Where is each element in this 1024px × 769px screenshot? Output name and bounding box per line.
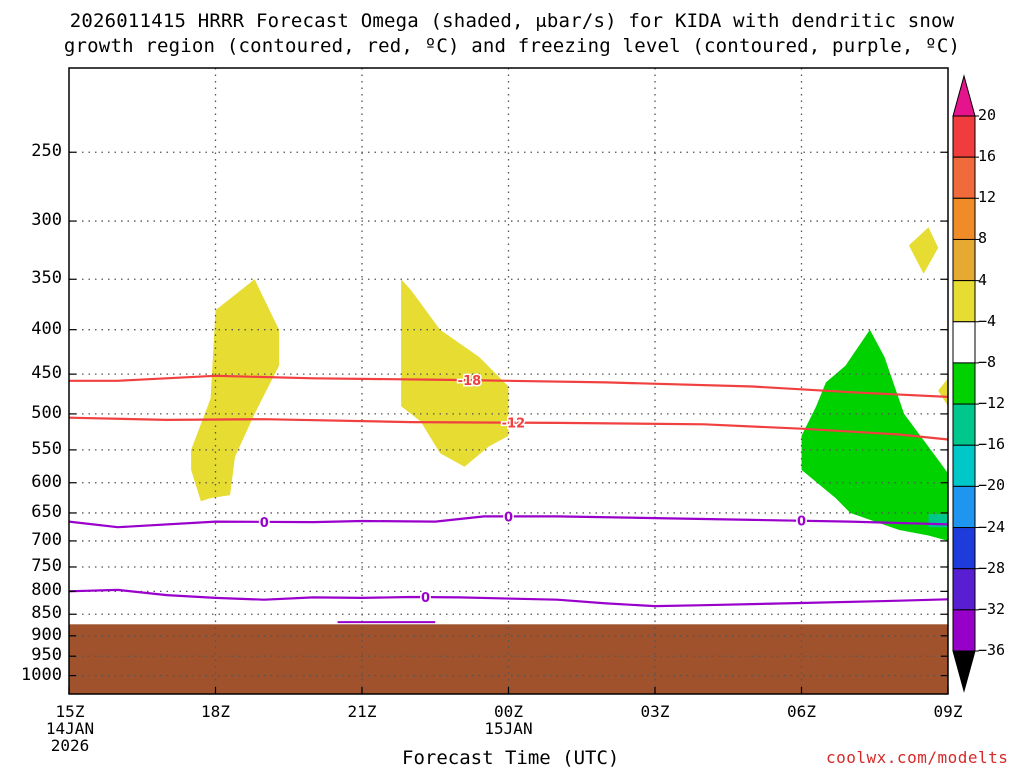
- y-tick-label-400: 400: [31, 318, 62, 339]
- colorbar-segment-8-to-4: [952, 238, 976, 282]
- y-tick-label-750: 750: [31, 555, 62, 576]
- y-tick-label-800: 800: [31, 580, 62, 601]
- dgz-contour-label--12: -12: [502, 417, 526, 432]
- y-tick-label-250: 250: [31, 141, 62, 162]
- colorbar-segment--24-to--28: [952, 527, 976, 570]
- colorbar-label--28: −28: [978, 558, 1006, 577]
- colorbar-label--32: −32: [978, 599, 1006, 618]
- colorbar-label-8: 8: [978, 229, 988, 248]
- colorbar-label--16: −16: [978, 435, 1006, 454]
- colorbar-top-arrow: [952, 74, 976, 117]
- colorbar-segment-20-to-16: [952, 115, 976, 158]
- x-axis-title: Forecast Time (UTC): [402, 747, 620, 769]
- dgz-contour--12: [68, 416, 949, 441]
- freezing-level-label-2-1: 0: [421, 591, 430, 606]
- colorbar-segment--4-to--8: [952, 321, 976, 364]
- x-tick-label-06Z: 06Z: [787, 702, 816, 721]
- freezing-level-label-1-3: 0: [797, 515, 806, 530]
- y-tick-label-1000: 1000: [21, 664, 62, 685]
- omega-region-rising-0745z: [908, 227, 939, 274]
- x-tick-label-18Z: 18Z: [201, 702, 230, 721]
- y-tick-label-450: 450: [31, 363, 62, 384]
- colorbar-segment--20-to--24: [952, 485, 976, 529]
- colorbar-label--12: −12: [978, 394, 1006, 413]
- colorbar-segment--8-to--12: [952, 362, 976, 405]
- y-tick-label-950: 950: [31, 645, 62, 666]
- colorbar-label-4: 4: [978, 270, 988, 289]
- y-tick-label-350: 350: [31, 268, 62, 289]
- x-tick-label-21Z: 21Z: [347, 702, 377, 721]
- freezing-level-contour-2: [68, 588, 949, 608]
- chart-title-line-2: growth region (contoured, red, ºC) and f…: [63, 35, 961, 57]
- colorbar-label-20: 20: [978, 106, 997, 124]
- x-tick-label-15Z: 15Z: [55, 702, 85, 721]
- y-tick-label-900: 900: [31, 624, 62, 645]
- colorbar-label-12: 12: [978, 188, 997, 207]
- y-tick-label-650: 650: [31, 501, 62, 522]
- x-tick-label-09Z: 09Z: [933, 702, 963, 721]
- freezing-level-label-1-2: 0: [504, 510, 513, 525]
- colorbar-label--8: −8: [978, 352, 997, 371]
- colorbar-segment--16-to--20: [952, 444, 976, 487]
- colorbar-label--24: −24: [978, 517, 1006, 536]
- colorbar-label--36: −36: [978, 641, 1006, 659]
- colorbar-label-16: 16: [978, 147, 997, 166]
- omega-region-sinking-07z: [801, 329, 948, 541]
- colorbar-segment-12-to-8: [952, 197, 976, 240]
- y-tick-label-300: 300: [31, 210, 62, 231]
- dgz-contour-label--18: -18: [458, 374, 482, 389]
- credit-link[interactable]: coolwx.com/modelts: [826, 748, 1009, 767]
- y-tick-label-600: 600: [31, 471, 62, 492]
- ground-fill: [69, 624, 948, 694]
- x-tick-label-14JAN: 14JAN: [45, 719, 95, 738]
- dgz-contour--18: [69, 374, 949, 398]
- colorbar-segment-16-to-12: [952, 156, 976, 199]
- x-tick-label-03Z: 03Z: [640, 702, 670, 721]
- colorbar-segment--32-to--36: [952, 609, 976, 652]
- colorbar-segment--12-to--16: [952, 403, 976, 446]
- x-tick-label-15JAN: 15JAN: [484, 719, 533, 738]
- colorbar-segment--28-to--32: [952, 568, 976, 611]
- colorbar-label--4: −4: [978, 311, 997, 330]
- freezing-level-contour-1: [68, 515, 949, 529]
- colorbar-segment-4-to--4: [952, 280, 976, 323]
- omega-region-rising-17z: [191, 279, 279, 502]
- freezing-level-label-1-1: 0: [260, 516, 269, 531]
- colorbar-label--20: −20: [978, 476, 1006, 495]
- x-tick-label-2026: 2026: [50, 736, 90, 755]
- y-tick-label-550: 550: [31, 438, 62, 459]
- x-tick-label-00Z: 00Z: [494, 702, 523, 721]
- colorbar-bottom-arrow: [952, 650, 976, 693]
- y-tick-label-500: 500: [31, 402, 62, 423]
- y-tick-label-850: 850: [31, 603, 62, 624]
- chart-title-line-1: 2026011415 HRRR Forecast Omega (shaded, …: [69, 10, 955, 32]
- omega-region-rising-09z-edge: [938, 378, 948, 407]
- omega-region-rising-23z: [401, 279, 509, 467]
- y-tick-label-700: 700: [31, 529, 62, 550]
